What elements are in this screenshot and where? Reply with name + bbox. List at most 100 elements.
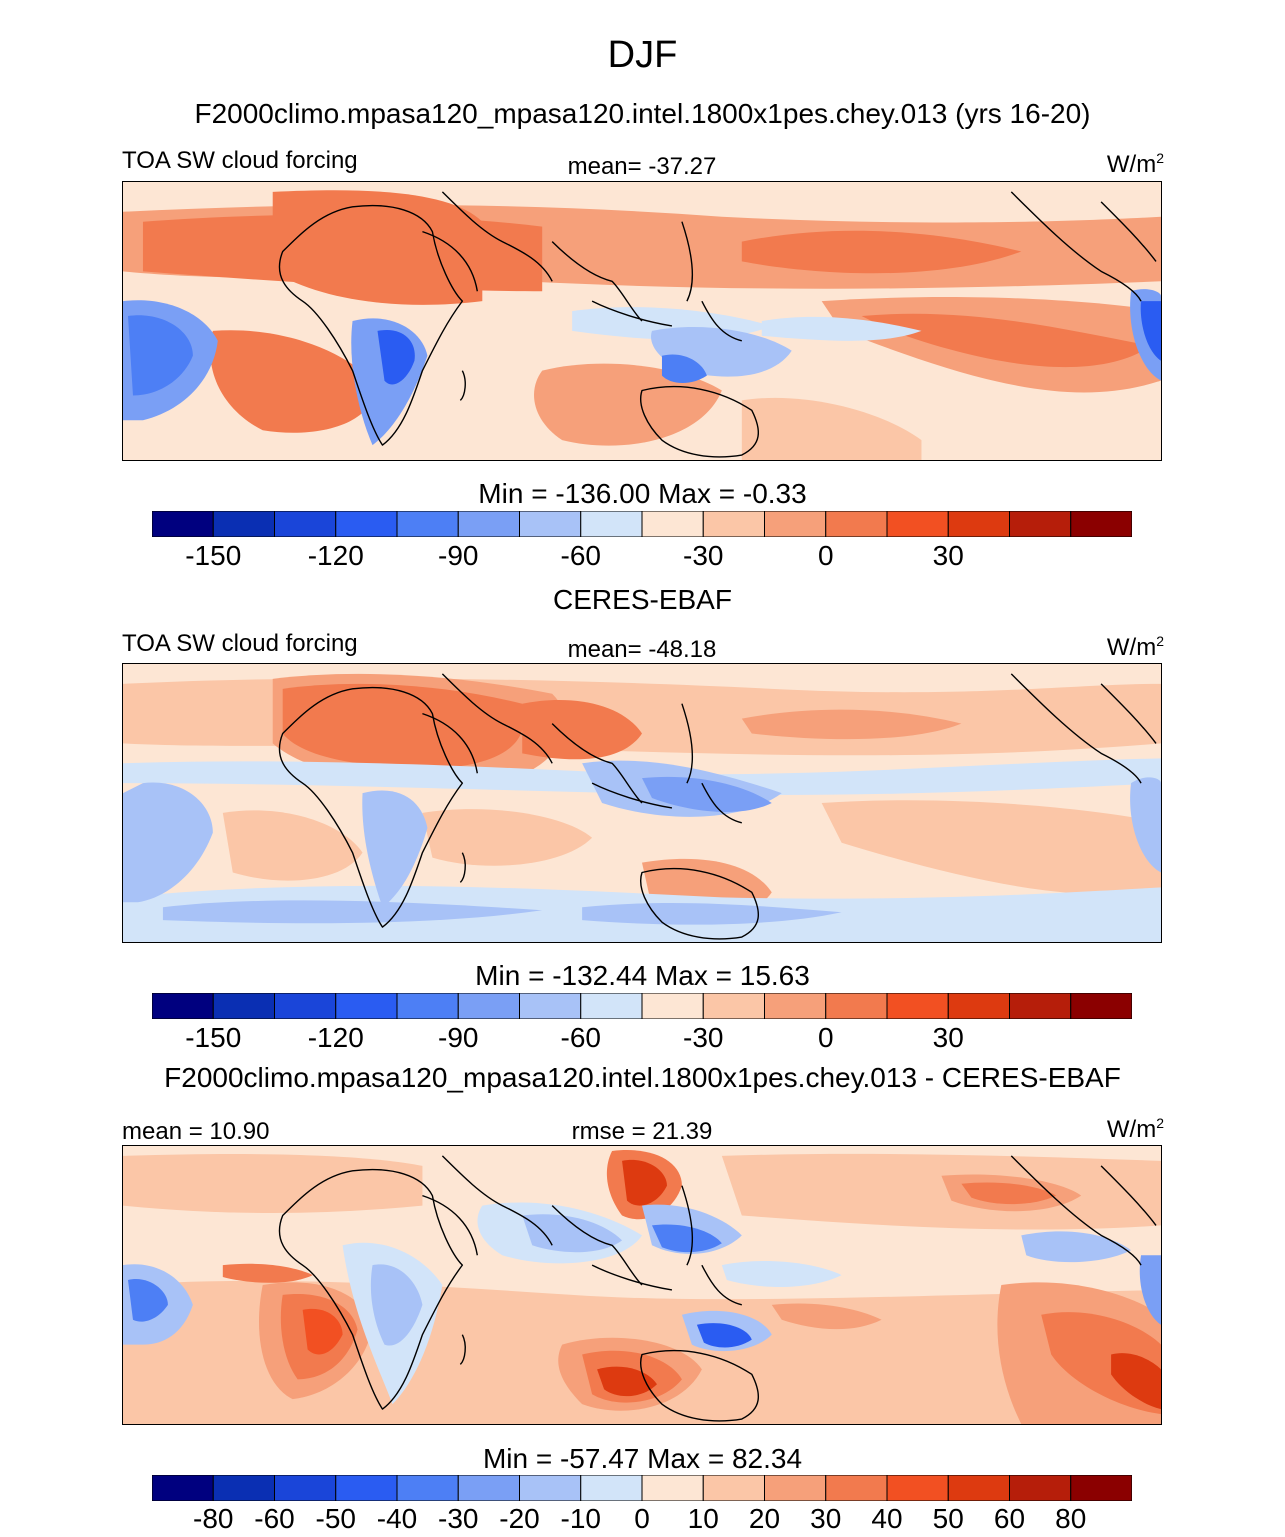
panel-1-colorbar-bin (947, 511, 1010, 537)
panel-2-colorbar-bin (1070, 993, 1132, 1019)
colorbar-tick-label: -50 (315, 1503, 356, 1534)
panel-1-colorbar-bin (396, 511, 459, 537)
panel-2-minmax: Min = -132.44 Max = 15.63 (475, 960, 810, 991)
colorbar-tick-label: -30 (683, 540, 724, 571)
panel-2-colorbar-bin (947, 993, 1010, 1019)
panel-2-colorbar-bin (825, 993, 888, 1019)
panel-3-colorbar-bin (825, 1475, 888, 1501)
panel-3-colorbar-bin (152, 1475, 214, 1501)
panel-3-colorbar-bin (274, 1475, 337, 1501)
panel-1-colorbar (152, 511, 1132, 537)
panel-3-colorbar-bin (457, 1475, 520, 1501)
panel-1-colorbar-bin (335, 511, 398, 537)
panel-1-variable: TOA SW cloud forcing (122, 147, 358, 174)
panel-1-colorbar-ticks: -150 -120 -90 -60 -30 0 30 (0, 540, 1285, 574)
panel-1-map-field (123, 182, 1161, 460)
colorbar-tick-label: -40 (376, 1503, 418, 1534)
panel-3-map-field (123, 1146, 1161, 1424)
panel-3-colorbar-bin (580, 1475, 643, 1501)
colorbar-tick-label: 50 (932, 1503, 964, 1534)
colorbar-tick-label: 0 (817, 1022, 834, 1053)
panel-3-mean: mean = 10.90 (122, 1118, 270, 1145)
panel-1-colorbar-bin (457, 511, 520, 537)
colorbar-tick-label: -10 (560, 1503, 601, 1534)
panel-2-variable: TOA SW cloud forcing (122, 630, 358, 657)
panel-2-colorbar-bin (274, 993, 337, 1019)
panel-3-colorbar-bin (702, 1475, 765, 1501)
colorbar-tick-label: -60 (560, 1022, 601, 1053)
panel-1-mean: mean= -37.27 (567, 153, 717, 180)
panel-2-colorbar-bin (335, 993, 398, 1019)
panel-3-colorbar-bin (335, 1475, 398, 1501)
panel-3-colorbar-bin (947, 1475, 1010, 1501)
panel-3-colorbar-bin (641, 1475, 704, 1501)
colorbar-tick-label: -120 (307, 1022, 364, 1053)
panel-1-minmax: Min = -136.00 Max = -0.33 (478, 478, 807, 509)
colorbar-tick-label: -30 (438, 1503, 479, 1534)
colorbar-tick-label: -120 (307, 540, 364, 571)
panel-1-colorbar-bin (274, 511, 337, 537)
panel-2-units: W/m2 (1106, 633, 1164, 661)
panel-3-colorbar-bin (886, 1475, 949, 1501)
panel-3-colorbar-bin (1009, 1475, 1072, 1501)
panel-3-minmax: Min = -57.47 Max = 82.34 (482, 1443, 803, 1474)
panel-2-colorbar-bin (457, 993, 520, 1019)
colorbar-tick-label: -90 (438, 540, 479, 571)
colorbar-tick-label: -30 (683, 1022, 724, 1053)
colorbar-tick-label: 40 (871, 1503, 903, 1534)
panel-1-units: W/m2 (1106, 150, 1164, 178)
panel-1-colorbar-bin (1070, 511, 1132, 537)
panel-1-colorbar-bin (152, 511, 214, 537)
panel-2-colorbar-bin (886, 993, 949, 1019)
panel-3-units: W/m2 (1106, 1115, 1164, 1143)
panel-2-colorbar-bin (702, 993, 765, 1019)
panel-3-colorbar-bin (764, 1475, 827, 1501)
panel-2-colorbar-bin (396, 993, 459, 1019)
panel-2-map (122, 663, 1162, 943)
panel-3-header: F2000climo.mpasa120_mpasa120.intel.1800x… (164, 1062, 1121, 1093)
panel-1-colorbar-bin (1009, 511, 1072, 537)
colorbar-tick-label: 30 (932, 540, 964, 571)
colorbar-tick-label: 10 (687, 1503, 719, 1534)
panel-3-rmse: rmse = 21.39 (571, 1118, 713, 1145)
panel-1-colorbar-bin (886, 511, 949, 537)
colorbar-tick-label: 20 (748, 1503, 781, 1534)
colorbar-tick-label: -60 (254, 1503, 295, 1534)
panel-1-map (122, 181, 1162, 461)
panel-1-header: F2000climo.mpasa120_mpasa120.intel.1800x… (194, 98, 1091, 129)
colorbar-tick-label: 80 (1055, 1503, 1087, 1534)
panel-2-map-field (123, 664, 1161, 942)
panel-1-colorbar-bin (212, 511, 275, 537)
panel-2-colorbar-ticks: -150 -120 -90 -60 -30 0 30 (0, 1022, 1285, 1056)
colorbar-tick-label: 30 (810, 1503, 842, 1534)
colorbar-tick-label: -60 (560, 540, 601, 571)
panel-2-mean: mean= -48.18 (567, 636, 717, 663)
colorbar-tick-label: -80 (193, 1503, 234, 1534)
panel-1-colorbar-bin (702, 511, 765, 537)
panel-3-colorbar-ticks: -80 -60 -50 -40 -30 -20 -10 0 10 20 30 40 50 60 80 (0, 1503, 1285, 1537)
panel-2-colorbar-bin (519, 993, 582, 1019)
panel-2-colorbar-bin (152, 993, 214, 1019)
colorbar-tick-label: 0 (817, 540, 834, 571)
panel-1-colorbar-bin (580, 511, 643, 537)
panel-2-colorbar (152, 993, 1132, 1019)
panel-1-colorbar-bin (764, 511, 827, 537)
panel-3-colorbar-bin (1070, 1475, 1132, 1501)
figure-title: DJF (607, 34, 678, 76)
panel-3-colorbar (152, 1475, 1132, 1501)
panel-3-map (122, 1145, 1162, 1425)
panel-2-colorbar-bin (212, 993, 275, 1019)
panel-2-colorbar-bin (580, 993, 643, 1019)
panel-1-colorbar-bin (519, 511, 582, 537)
panel-2-colorbar-bin (641, 993, 704, 1019)
panel-1-colorbar-bin (825, 511, 888, 537)
panel-3-colorbar-bin (519, 1475, 582, 1501)
colorbar-tick-label: -150 (185, 540, 242, 571)
panel-3-colorbar-bin (396, 1475, 459, 1501)
colorbar-tick-label: 0 (634, 1503, 650, 1534)
colorbar-tick-label: -20 (499, 1503, 540, 1534)
colorbar-tick-label: -150 (185, 1022, 242, 1053)
panel-2-header: CERES-EBAF (553, 584, 732, 615)
panel-3-colorbar-bin (212, 1475, 275, 1501)
colorbar-tick-label: -90 (438, 1022, 479, 1053)
